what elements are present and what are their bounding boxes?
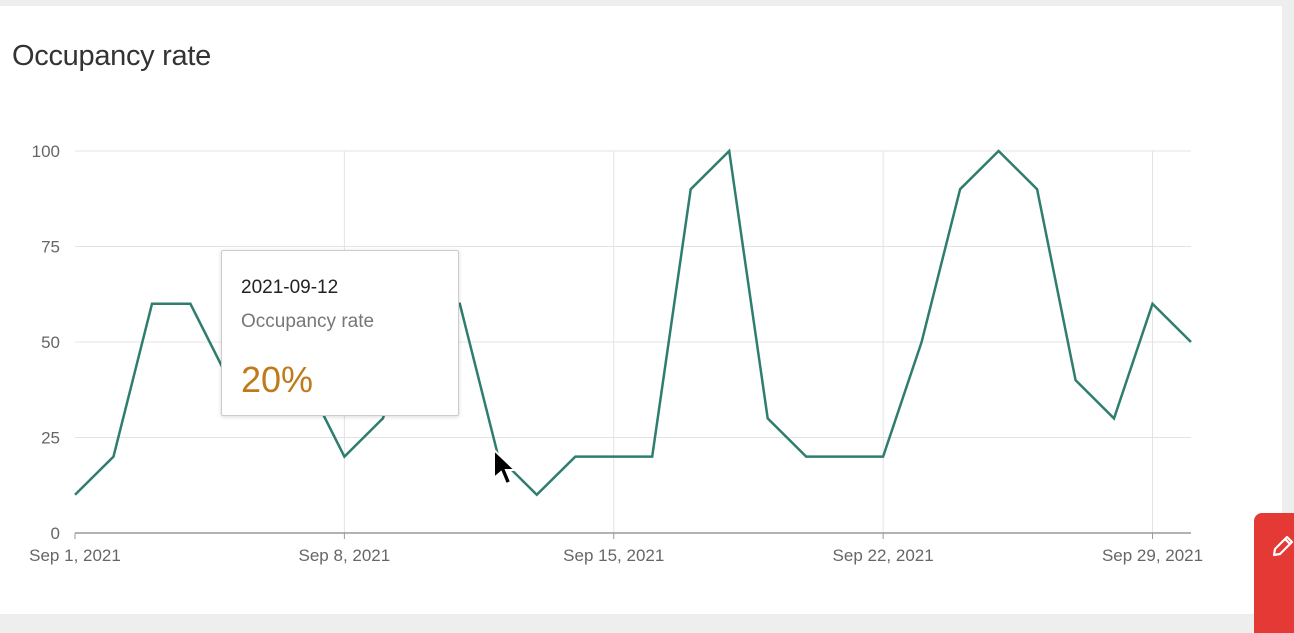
data-point[interactable] — [184, 298, 196, 310]
occupancy-line-chart[interactable]: 0 25 50 75 100 Sep 1, 2021 Sep 8, 2021 Sep 15,… — [0, 0, 1294, 614]
data-point[interactable] — [107, 451, 119, 463]
data-point[interactable] — [954, 183, 966, 195]
data-tooltip: 2021-09-12 Occupancy rate 20% — [221, 250, 459, 416]
y-tick-label: 25 — [41, 429, 60, 448]
data-point[interactable] — [69, 489, 81, 501]
tooltip-series-label: Occupancy rate — [241, 311, 375, 332]
y-tick-label: 0 — [51, 524, 60, 543]
x-tick-label: Sep 15, 2021 — [563, 546, 664, 565]
data-point[interactable] — [1031, 183, 1043, 195]
data-point[interactable] — [1108, 412, 1120, 424]
tooltip-date: 2021-09-12 — [241, 277, 339, 298]
tooltip-value: 20% — [241, 359, 314, 400]
y-axis-ticks: 0 25 50 75 100 — [32, 142, 60, 543]
data-point[interactable] — [608, 451, 620, 463]
mouse-cursor-icon — [493, 448, 516, 486]
data-point[interactable] — [569, 451, 581, 463]
x-tick-label: Sep 22, 2021 — [833, 546, 934, 565]
x-tick-label: Sep 29, 2021 — [1102, 546, 1203, 565]
feedback-tab[interactable] — [1254, 513, 1294, 633]
data-point[interactable] — [1185, 336, 1197, 348]
data-point[interactable] — [685, 183, 697, 195]
x-tick-label: Sep 8, 2021 — [299, 546, 391, 565]
data-point[interactable] — [531, 489, 543, 501]
data-point[interactable] — [646, 451, 658, 463]
data-point[interactable] — [916, 336, 928, 348]
data-point[interactable] — [723, 145, 735, 157]
data-point[interactable] — [800, 451, 812, 463]
y-tick-label: 100 — [32, 142, 60, 161]
x-axis-ticks: Sep 1, 2021 Sep 8, 2021 Sep 15, 2021 Sep 22… — [29, 533, 1203, 565]
data-point[interactable] — [1147, 298, 1159, 310]
data-point[interactable] — [762, 412, 774, 424]
data-point[interactable] — [338, 451, 350, 463]
chart-title: Occupancy rate — [12, 40, 211, 72]
data-point[interactable] — [877, 451, 889, 463]
x-tick-label: Sep 1, 2021 — [29, 546, 121, 565]
data-point[interactable] — [993, 145, 1005, 157]
chart-card: Occupancy rate — [0, 6, 1282, 614]
data-point[interactable] — [839, 451, 851, 463]
data-point[interactable] — [1070, 374, 1082, 386]
pencil-icon — [1272, 535, 1294, 557]
data-point[interactable] — [146, 298, 158, 310]
y-tick-label: 75 — [41, 238, 60, 257]
chart-grid — [75, 150, 1191, 533]
y-tick-label: 50 — [41, 333, 60, 352]
